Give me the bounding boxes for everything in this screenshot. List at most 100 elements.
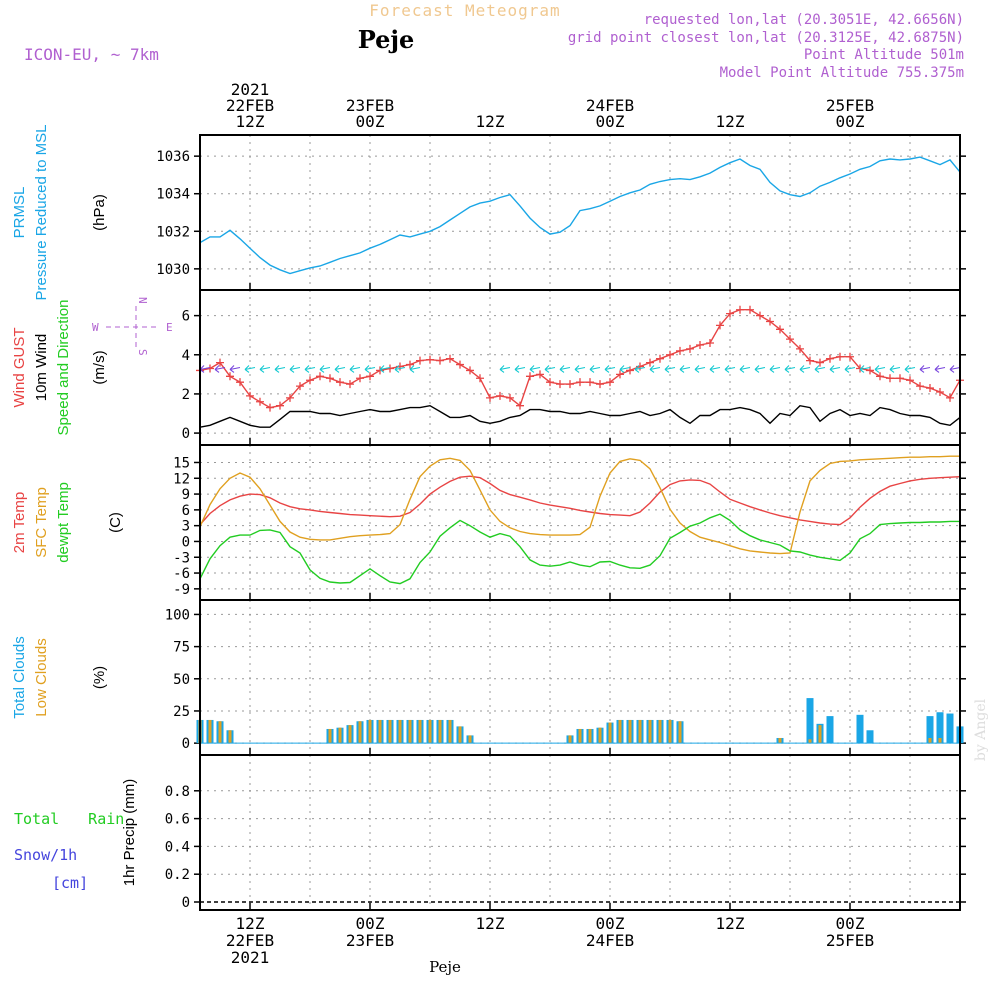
gust-marker [736,305,744,314]
unit-label: (C) [107,512,124,533]
wind-arrow [229,365,241,373]
ytick-label: 4 [182,348,190,364]
ytick-label: 1034 [156,187,190,203]
gust-marker [306,376,314,385]
gust-marker [456,360,464,369]
gust-marker [466,366,474,375]
gust-marker [796,344,804,353]
low-cloud-bar [338,727,342,744]
gust-marker [816,358,824,367]
series-line-2m-temp [199,475,961,526]
ytick-label: 0.8 [165,784,190,800]
wind-arrow [544,365,556,373]
ytick-label: 6 [182,503,190,519]
gust-marker [886,374,894,383]
low-cloud-bar [808,739,812,744]
time-label-bottom: 12Z [236,914,265,933]
unit-label: 1hr Precip (mm) [121,779,138,887]
wind-arrow [259,365,271,373]
compass-e: E [166,321,173,334]
ylabel-0: Total Clouds [11,636,28,719]
wind-arrow [619,365,631,373]
time-label-top: 23FEB [346,96,394,115]
ylabel-1: Low Clouds [33,638,50,716]
low-cloud-bar [458,726,462,744]
gust-marker [346,380,354,389]
gust-marker [696,340,704,349]
low-cloud-bar [398,719,402,744]
pressure-panel: 1030 1032 1034 1036 PRMSL Pressure Reduced to… [11,125,966,301]
compass-s: S [136,349,149,356]
low-cloud-bar [328,728,332,744]
time-label-top: 22FEB [226,96,274,115]
wind-arrow [589,365,601,373]
low-cloud-bar [658,719,662,744]
wind-arrow [244,365,256,373]
time-label-bottom: 2021 [231,948,270,967]
gust-marker [366,372,374,381]
ytick-label: 25 [173,704,190,720]
time-label-top: 00Z [356,112,385,131]
low-cloud-bar [218,721,222,744]
wind-arrow [739,365,751,373]
series-line-pressure [199,156,961,275]
low-cloud-bar [608,722,612,744]
ytick-label: 75 [173,640,190,656]
time-label-top: 25FEB [826,96,874,115]
gust-marker [916,382,924,391]
low-cloud-bar [568,735,572,744]
wind-arrow [889,365,901,373]
wind-arrow [529,365,541,373]
gust-marker [656,354,664,363]
requested-coords: requested lon,lat (20.3051E, 42.6656N) [644,12,964,28]
gust-marker [436,356,444,365]
gust-marker [586,378,594,387]
ylabel-0: PRMSL [11,187,28,239]
low-cloud-bar [668,719,672,744]
ytick-label: 0 [182,895,190,911]
wind-arrow [394,365,406,373]
low-cloud-bar [358,721,362,744]
low-cloud-bar [388,719,392,744]
low-cloud-bar [418,719,422,744]
ytick-label: 12 [173,471,190,487]
gust-marker [446,354,454,363]
low-cloud-bar [938,737,942,744]
low-cloud-bar [818,725,822,744]
gust-marker [526,372,534,381]
location-title: Peje [358,25,415,54]
gust-marker [566,380,574,389]
wind-arrow [769,365,781,373]
time-label-bottom: 23FEB [346,931,394,950]
low-cloud-bar [208,719,212,744]
low-cloud-bar [678,721,682,744]
low-cloud-bar [368,719,372,744]
ytick-label: 15 [173,455,190,471]
time-label-top: 12Z [236,112,265,131]
low-cloud-bar [598,727,602,744]
low-cloud-bar [578,728,582,744]
time-label-bottom: 12Z [716,914,745,933]
total-cloud-bar [936,712,944,744]
ytick-label: 50 [173,672,190,688]
low-cloud-bar [448,719,452,744]
low-cloud-bar [618,719,622,744]
wind-arrow [949,365,961,373]
low-cloud-bar [638,719,642,744]
ylabel-0: 2m Temp [11,492,28,553]
ylabel-2: dewpt Temp [55,482,72,563]
low-cloud-bar [408,719,412,744]
ytick-label: 0.2 [165,867,190,883]
gust-marker [216,358,224,367]
wind-arrow [724,365,736,373]
wind-arrow [514,365,526,373]
ylabel-snow: Snow/1h [14,846,77,864]
gust-marker [756,311,764,320]
ytick-label: -3 [173,550,190,566]
wind-arrow [364,365,376,373]
gust-marker [236,378,244,387]
wind-arrow [574,365,586,373]
wind-arrow [559,365,571,373]
ylabel-1: Pressure Reduced to MSL [33,125,50,301]
